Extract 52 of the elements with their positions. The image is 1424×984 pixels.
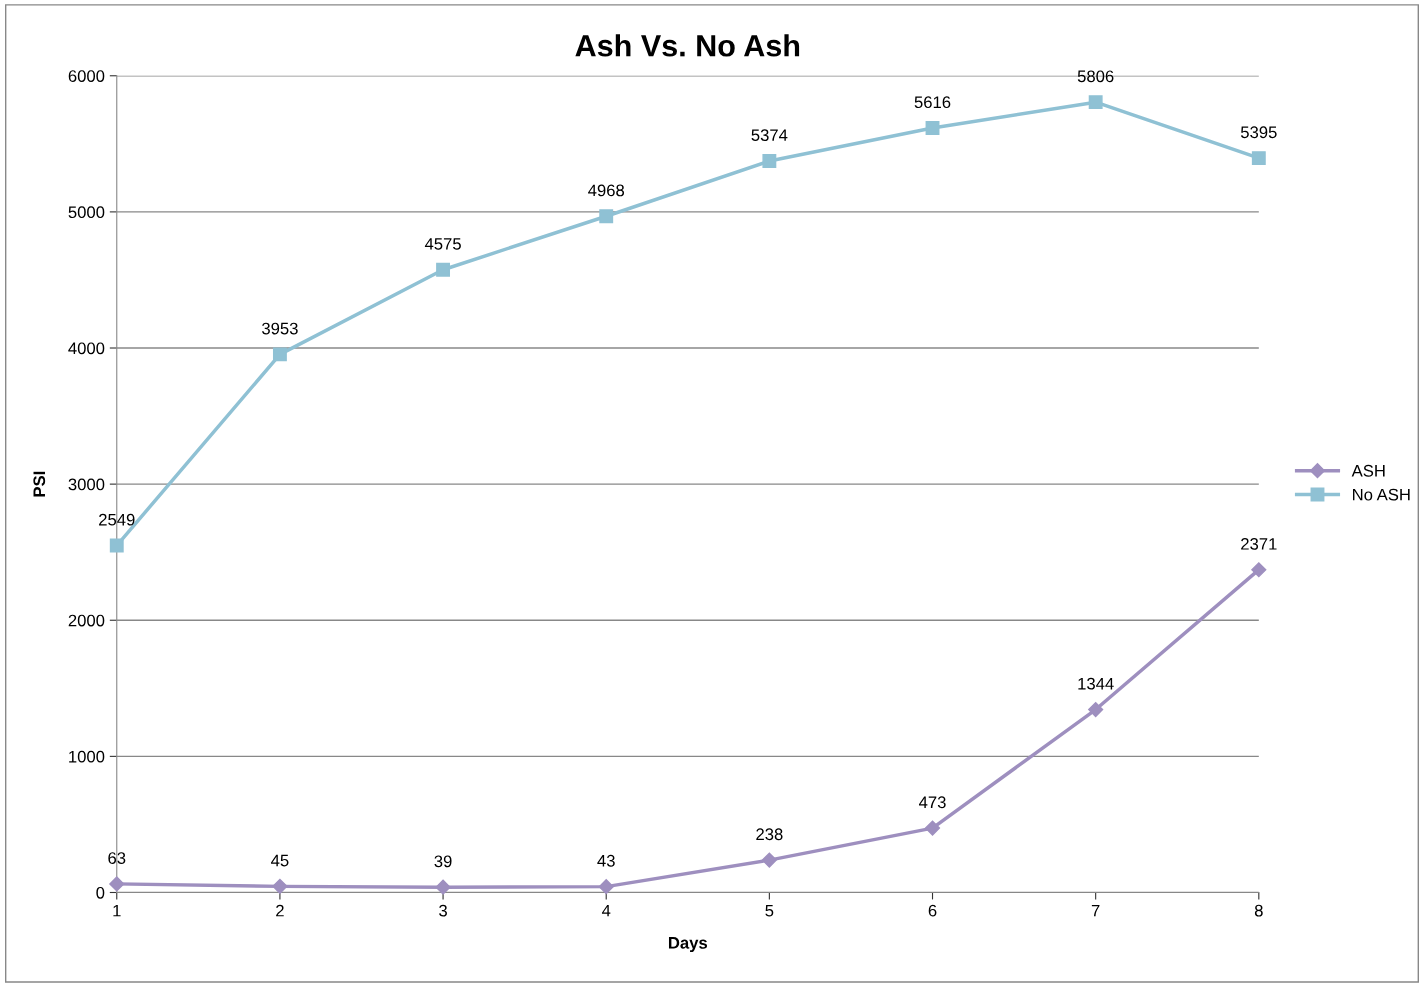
point [436, 262, 451, 277]
data-label: 39 [434, 855, 452, 868]
legend-label: No ASH [1353, 488, 1410, 501]
x-tick-label: 2 [276, 904, 284, 917]
data-label: 43 [597, 854, 615, 867]
y-tick-label: 2000 [68, 614, 105, 627]
chart-title: Ash Vs. No Ash [575, 34, 800, 57]
point [1088, 701, 1104, 718]
x-tick-label: 4 [601, 904, 611, 917]
point [599, 209, 614, 224]
x-tick-label: 5 [765, 904, 774, 917]
y-tick-label: 4000 [68, 342, 105, 355]
x-tick-label: 3 [439, 904, 447, 917]
data-label: 4968 [588, 184, 625, 197]
point [924, 820, 941, 836]
point [109, 538, 124, 553]
x-tick-label: 1 [113, 904, 121, 917]
y-tick-label: 5000 [68, 206, 105, 219]
data-label: 1344 [1078, 677, 1114, 690]
data-label: 2549 [99, 513, 135, 526]
x-tick-label: 6 [928, 904, 937, 917]
point [762, 154, 777, 168]
point [272, 347, 287, 362]
point [761, 852, 777, 868]
y-tick-label: 6000 [68, 70, 105, 82]
data-label: 473 [919, 796, 946, 809]
data-label: 3953 [262, 322, 298, 335]
point [1251, 151, 1266, 166]
point [598, 879, 614, 895]
y-tick-label: 0 [96, 886, 105, 899]
point [1088, 95, 1103, 110]
y-axis-title: PSI [33, 471, 46, 497]
legend-label: ASH [1351, 464, 1385, 477]
data-label: 5374 [751, 129, 788, 142]
y-tick-label: 1000 [69, 750, 105, 763]
point [925, 121, 940, 135]
x-tick-label: 7 [1091, 904, 1100, 917]
data-label: 238 [756, 828, 783, 841]
data-label: 63 [108, 852, 126, 864]
x-tick-label: 8 [1254, 904, 1263, 917]
point [435, 879, 451, 895]
point [272, 878, 288, 894]
data-label: 4575 [424, 238, 461, 250]
data-label: 5616 [914, 96, 951, 109]
data-label: 2371 [1241, 537, 1277, 550]
point [109, 876, 125, 892]
data-label: 5806 [1077, 70, 1114, 83]
x-axis-title: Days [668, 937, 708, 953]
data-label: 5395 [1240, 126, 1277, 139]
point [1251, 562, 1267, 578]
data-label: 45 [271, 854, 289, 867]
y-tick-label: 3000 [68, 478, 105, 491]
